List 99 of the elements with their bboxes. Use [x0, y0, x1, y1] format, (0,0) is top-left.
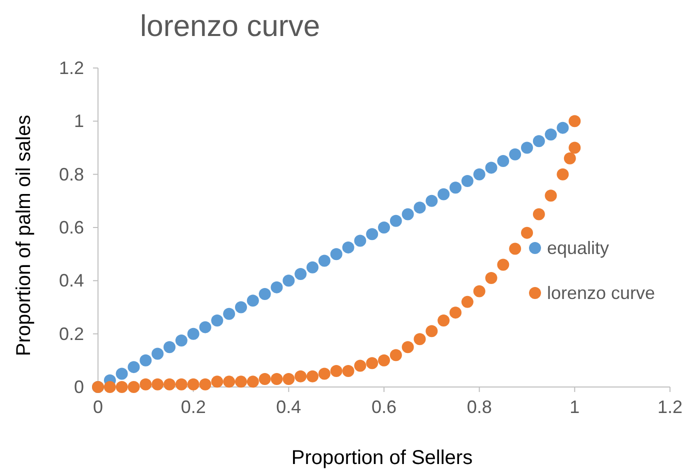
x-tick-label: 1.2 [657, 397, 683, 417]
point [270, 373, 283, 386]
point [485, 272, 498, 284]
point [187, 328, 200, 340]
point [402, 208, 414, 220]
point [473, 168, 486, 180]
point [164, 378, 176, 390]
point [128, 361, 140, 374]
point [556, 168, 569, 180]
point [414, 202, 426, 214]
point [270, 281, 283, 294]
point [104, 381, 116, 393]
legend-label: equality [547, 238, 610, 258]
point [390, 349, 402, 362]
x-tick-label: 0.4 [276, 397, 302, 417]
point [116, 368, 128, 380]
point [164, 341, 176, 354]
point [258, 373, 271, 386]
point [187, 378, 200, 390]
point [342, 241, 354, 254]
point [128, 381, 140, 393]
point [246, 294, 259, 307]
point [402, 341, 414, 354]
y-axis-title: Proportion of palm oil sales [13, 114, 35, 356]
point [461, 296, 474, 308]
y-tick-label: 0.2 [58, 324, 84, 344]
point [450, 182, 462, 194]
point [509, 242, 522, 255]
legend-label: lorenzo curve [547, 283, 656, 303]
point [366, 228, 378, 240]
point [378, 354, 390, 366]
point [235, 376, 247, 388]
point [426, 325, 438, 338]
point [544, 190, 557, 202]
point [199, 321, 212, 334]
y-tick-label: 0.8 [58, 164, 84, 184]
x-tick-label: 1 [570, 397, 580, 417]
point [450, 306, 462, 319]
point [199, 378, 212, 390]
point [140, 378, 152, 390]
y-tick-label: 1.2 [58, 58, 84, 78]
point [258, 288, 271, 300]
point [497, 155, 510, 168]
point [438, 188, 450, 200]
point [414, 333, 426, 346]
point [342, 365, 354, 378]
point [294, 370, 307, 382]
point [556, 122, 569, 134]
point [521, 142, 533, 154]
x-axis-title: Proportion of Sellers [291, 447, 473, 469]
point [426, 194, 438, 207]
point [354, 234, 366, 247]
point [354, 360, 366, 372]
y-tick-label: 0.4 [58, 270, 84, 291]
point [175, 378, 188, 390]
point [461, 174, 474, 187]
point [521, 226, 533, 239]
point [438, 314, 450, 327]
point [318, 368, 330, 380]
point [246, 376, 259, 388]
point [485, 162, 498, 174]
point [509, 148, 522, 160]
point [235, 301, 247, 314]
y-tick-label: 1 [74, 111, 84, 132]
point [282, 373, 295, 386]
point [294, 268, 307, 280]
point [330, 365, 342, 378]
point [152, 378, 164, 390]
point [306, 261, 318, 274]
point [378, 222, 390, 234]
point [140, 354, 152, 366]
point [223, 376, 236, 388]
point [568, 115, 581, 128]
x-tick-label: 0.2 [180, 397, 206, 417]
point [564, 152, 576, 164]
point [211, 314, 224, 327]
point [330, 248, 342, 260]
y-tick-label: 0.6 [58, 218, 84, 238]
chart-title: lorenzo curve [140, 10, 320, 43]
point [568, 142, 581, 154]
point [282, 274, 295, 287]
point [152, 348, 164, 360]
point [175, 334, 188, 346]
x-tick-label: 0.8 [466, 397, 492, 417]
point [223, 308, 236, 320]
point [211, 376, 224, 388]
point [390, 214, 402, 227]
point [544, 128, 557, 140]
point [532, 208, 545, 220]
point [497, 258, 510, 271]
point [532, 135, 545, 148]
point [473, 285, 486, 298]
x-tick-label: 0.6 [371, 397, 397, 417]
point [366, 357, 378, 370]
point [318, 254, 330, 267]
x-tick-label: 0 [92, 397, 104, 417]
point [116, 381, 128, 393]
point [306, 370, 318, 382]
y-tick-label: 0 [74, 377, 84, 397]
